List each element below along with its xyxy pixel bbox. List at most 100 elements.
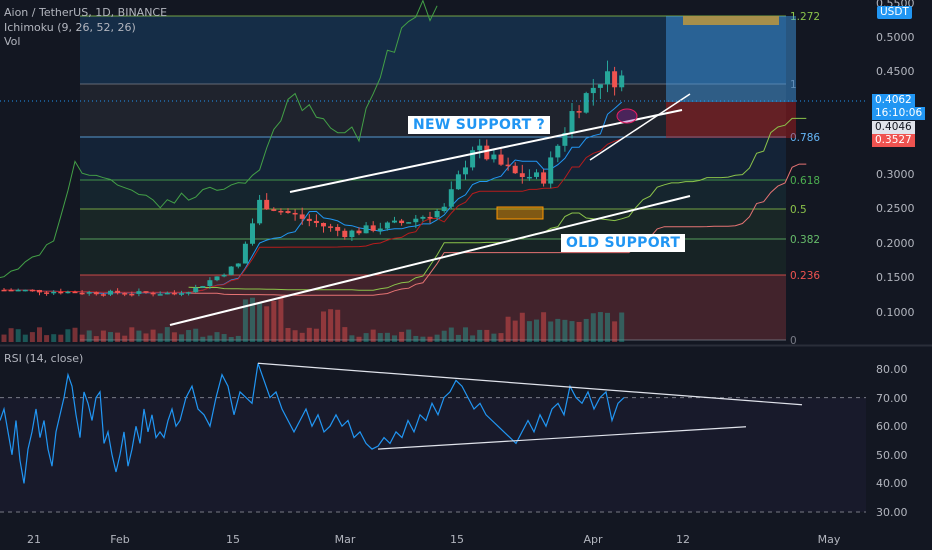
volume-bar (257, 303, 263, 342)
candle-body (420, 216, 426, 219)
volume-bar (179, 334, 184, 342)
candle-body (512, 165, 518, 174)
volume-bar (306, 327, 312, 342)
volume-bar (58, 334, 64, 342)
volume-bar (406, 329, 412, 342)
candle-body (157, 294, 163, 296)
price-axis-label: 0.4500 (876, 65, 915, 78)
current-price-label: 0.4062 (872, 94, 915, 107)
rsi-axis-label: 50.00 (876, 449, 908, 462)
volume-bar (519, 312, 525, 342)
time-axis-label: 21 (27, 533, 41, 546)
volume-bar (526, 321, 532, 342)
old-support-line (169, 195, 691, 326)
volume-bar (1, 334, 7, 342)
fib-level-label: 0.786 (790, 132, 820, 144)
candle-body (15, 289, 21, 292)
upper-channel-line (289, 109, 683, 193)
volume-bar (51, 334, 57, 342)
new-support-label[interactable]: NEW SUPPORT ? (408, 116, 551, 134)
candle-body (448, 189, 454, 207)
volume-bar (22, 334, 28, 342)
candle-body (491, 154, 497, 160)
volume-bar (583, 318, 589, 342)
new-support-line (589, 93, 691, 161)
volume-bar (313, 328, 319, 342)
time-axis-label: Mar (335, 533, 356, 546)
time-axis-label: 15 (450, 533, 464, 546)
volume-bar (143, 333, 149, 342)
volume-bar (434, 334, 440, 342)
volume-bar (285, 328, 291, 342)
rsi-axis-label: 30.00 (876, 506, 908, 519)
candle-body (292, 212, 298, 215)
candle-body (143, 291, 149, 293)
long-position-target (666, 16, 796, 102)
candle-body (612, 71, 618, 88)
candle-body (108, 290, 113, 295)
level-a-label: 0.4046 (872, 121, 915, 134)
candle-body (136, 291, 142, 294)
volume-bar (207, 335, 213, 342)
volume-bar (136, 330, 142, 342)
candle-body (384, 222, 390, 229)
volume-bar (157, 333, 163, 342)
volume-bar (250, 297, 255, 342)
candle-body (597, 84, 603, 88)
candle-body (328, 226, 334, 228)
volume-bar (569, 321, 575, 342)
price-axis-label: 0.2500 (876, 202, 915, 215)
old-support-label[interactable]: OLD SUPPORT (561, 234, 686, 252)
candle-body (115, 290, 121, 294)
volume-bar (335, 309, 341, 342)
volume-bar (171, 332, 177, 342)
volume-bar (491, 333, 497, 342)
candle-body (29, 289, 35, 292)
target-marker (683, 16, 779, 25)
candle-body (79, 292, 85, 295)
volume-bar (200, 336, 206, 342)
candle-body (519, 173, 525, 177)
trendlines[interactable] (0, 93, 866, 326)
candle-body (377, 228, 383, 231)
level-b-label: 0.3527 (872, 134, 915, 147)
volume-bar (8, 328, 14, 342)
volume-bar (512, 320, 518, 342)
volume-bar (562, 319, 568, 342)
symbol-title[interactable]: Aion / TetherUS, 1D, BINANCE (4, 6, 168, 19)
candle-body (86, 292, 92, 294)
candle-body (569, 111, 575, 133)
price-axis-label: 0.3000 (876, 168, 915, 181)
volume-bar (299, 332, 305, 342)
candle-body (484, 145, 490, 160)
rsi-legend[interactable]: RSI (14, close) (4, 352, 84, 365)
candle-body (100, 294, 106, 296)
volume-bar (612, 321, 618, 342)
currency-badge[interactable]: USDT (877, 6, 912, 19)
volume-legend[interactable]: Vol (4, 35, 21, 48)
candle-body (342, 230, 348, 238)
candle-body (427, 216, 433, 219)
volume-bar (115, 332, 121, 342)
volume-bar (44, 335, 50, 342)
volume-bar (150, 329, 156, 342)
candle-body (257, 199, 263, 224)
volume-bar (534, 319, 539, 342)
volume-bar (264, 306, 270, 342)
candle-body (22, 289, 28, 292)
candle-body (498, 154, 504, 165)
candle-body (399, 220, 405, 224)
candlesticks (1, 60, 625, 297)
volume-bar (86, 330, 92, 342)
candle-body (271, 209, 277, 211)
candle-body (65, 291, 71, 294)
candle-body (8, 289, 14, 292)
highlight-ellipse (616, 108, 638, 124)
volume-bar (619, 312, 625, 342)
price-axis-label: 0.1500 (876, 271, 915, 284)
fib-level-label: 0.5 (790, 204, 807, 216)
candle-body (129, 293, 135, 296)
ichimoku-legend[interactable]: Ichimoku (9, 26, 52, 26) (4, 21, 136, 34)
